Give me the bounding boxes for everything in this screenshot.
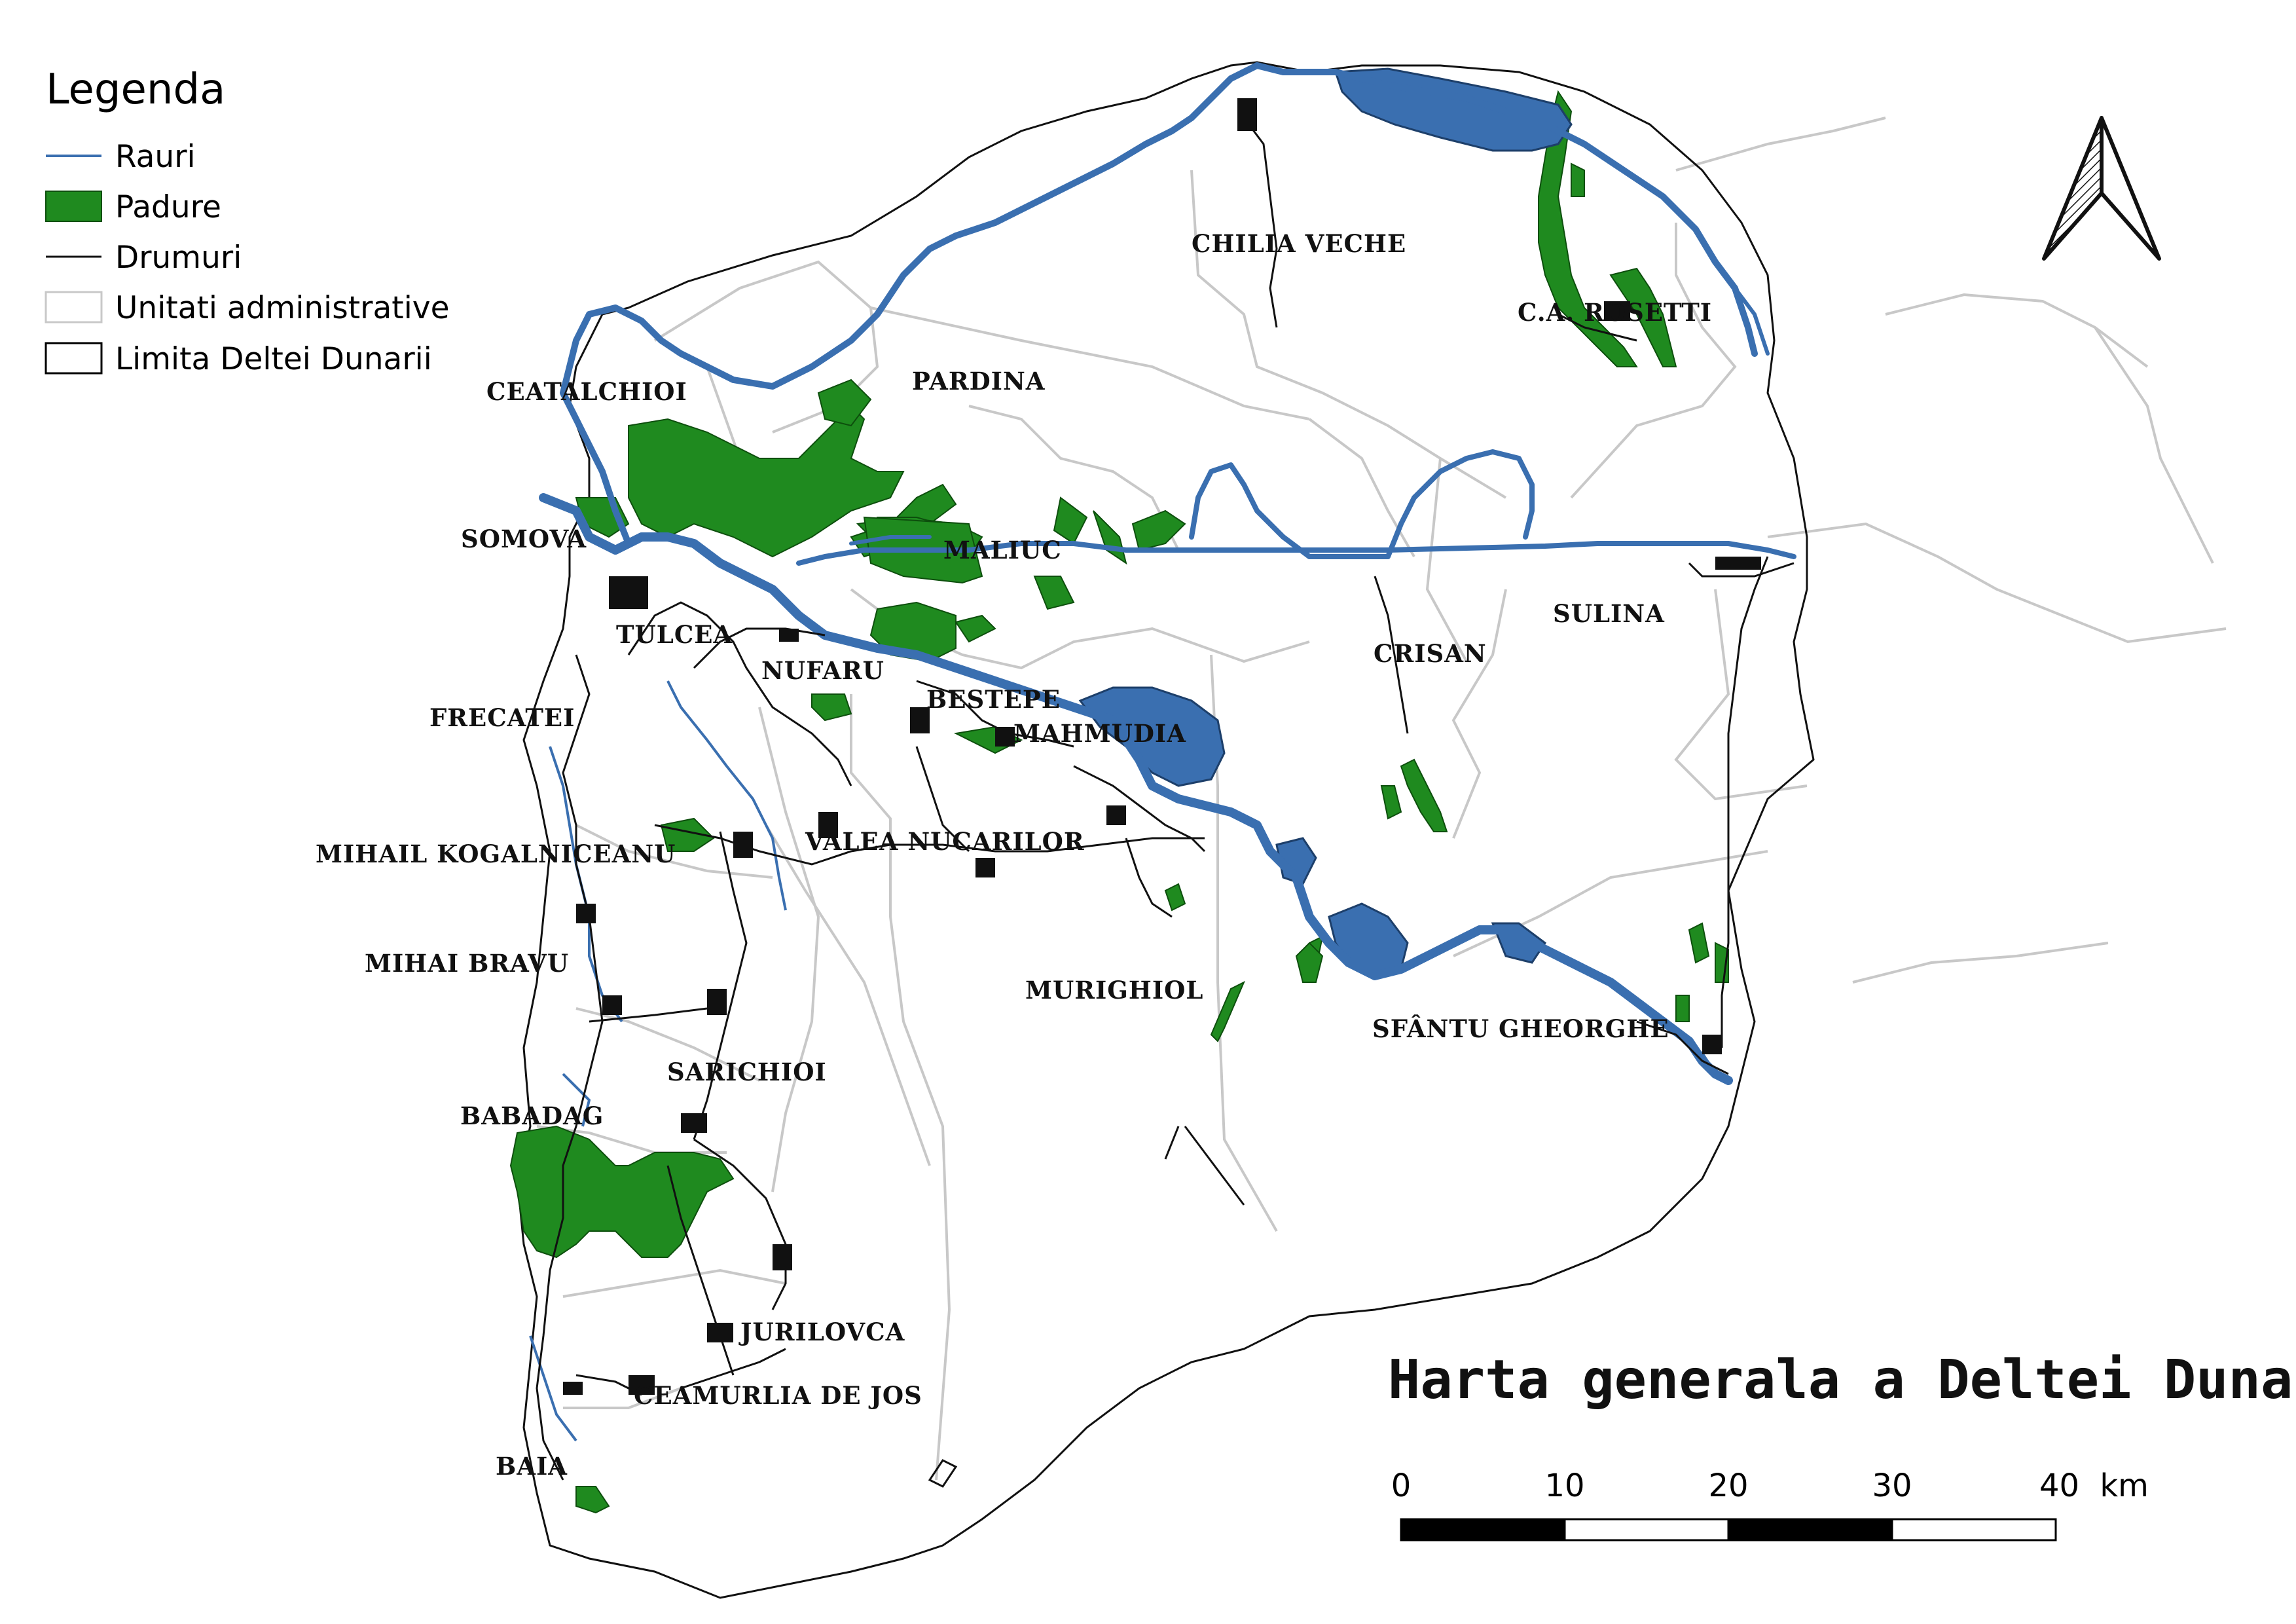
place-label: C.A. ROSETTI bbox=[1518, 298, 1712, 327]
legend-title: Legenda bbox=[46, 65, 225, 114]
legend-label-admin-units: Unitati administrative bbox=[115, 290, 449, 326]
place-label: SULINA bbox=[1553, 599, 1665, 628]
place-label: NUFARU bbox=[761, 656, 884, 685]
scale-last-tick: 40 bbox=[2039, 1467, 2079, 1504]
place-label: PARDINA bbox=[912, 367, 1046, 396]
legend-label-delta-limit: Limita Deltei Dunarii bbox=[115, 341, 432, 377]
place-label: SFÂNTU GHEORGHE bbox=[1372, 1014, 1669, 1043]
north-arrow-icon bbox=[2042, 116, 2161, 261]
place-label: JURILOVCA bbox=[738, 1318, 905, 1346]
place-label: CEAMURLIA DE JOS bbox=[634, 1381, 922, 1410]
place-label: CRISAN bbox=[1374, 639, 1487, 668]
place-label: SARICHIOI bbox=[667, 1058, 827, 1086]
roads bbox=[536, 117, 1795, 1488]
legend-label-rivers: Rauri bbox=[115, 139, 196, 175]
place-label: BAIA bbox=[496, 1452, 568, 1481]
map-title: Harta generala a Deltei Dunarii bbox=[1388, 1349, 2296, 1411]
legend-swatch-forest bbox=[45, 191, 102, 222]
scale-tick-label: 40 km bbox=[2039, 1467, 2149, 1504]
legend-label-roads: Drumuri bbox=[115, 240, 242, 276]
settlements bbox=[563, 98, 1761, 1395]
place-label: CHILIA VECHE bbox=[1192, 229, 1406, 258]
scale-unit: km bbox=[2100, 1467, 2149, 1504]
legend-swatch-admin-units bbox=[45, 291, 103, 323]
place-label: FRECATEI bbox=[429, 703, 575, 732]
scale-tick-label: 10 bbox=[1544, 1467, 1584, 1504]
place-label: SOMOVA bbox=[461, 525, 587, 553]
place-label: BESTEPE bbox=[926, 685, 1061, 714]
place-label: BABADAG bbox=[460, 1101, 604, 1130]
place-labels: CHILIA VECHE C.A. ROSETTI PARDINA CEATAL… bbox=[316, 229, 1712, 1481]
legend: Legenda Rauri Padure Drumuri Unitati adm… bbox=[45, 65, 449, 377]
scale-bar: 0 10 20 30 40 km bbox=[1391, 1467, 2149, 1541]
scale-tick-label: 0 bbox=[1391, 1467, 1412, 1504]
river-arms bbox=[539, 62, 1796, 1085]
scale-tick-label: 30 bbox=[1872, 1467, 1912, 1504]
place-label: MAHMUDIA bbox=[1013, 719, 1186, 748]
place-label: MURIGHIOL bbox=[1025, 976, 1203, 1005]
legend-label-forest: Padure bbox=[115, 189, 221, 225]
place-label: CEATALCHIOI bbox=[486, 377, 687, 406]
place-label: TULCEA bbox=[616, 620, 733, 649]
scale-tick-label: 20 bbox=[1708, 1467, 1748, 1504]
place-label: MALIUC bbox=[943, 536, 1062, 564]
place-label: VALEA NUCARILOR bbox=[805, 827, 1085, 856]
place-label: MIHAIL KOGALNICEANU bbox=[316, 840, 676, 868]
place-label: MIHAI BRAVU bbox=[365, 949, 569, 978]
legend-swatch-delta-limit bbox=[45, 342, 103, 375]
